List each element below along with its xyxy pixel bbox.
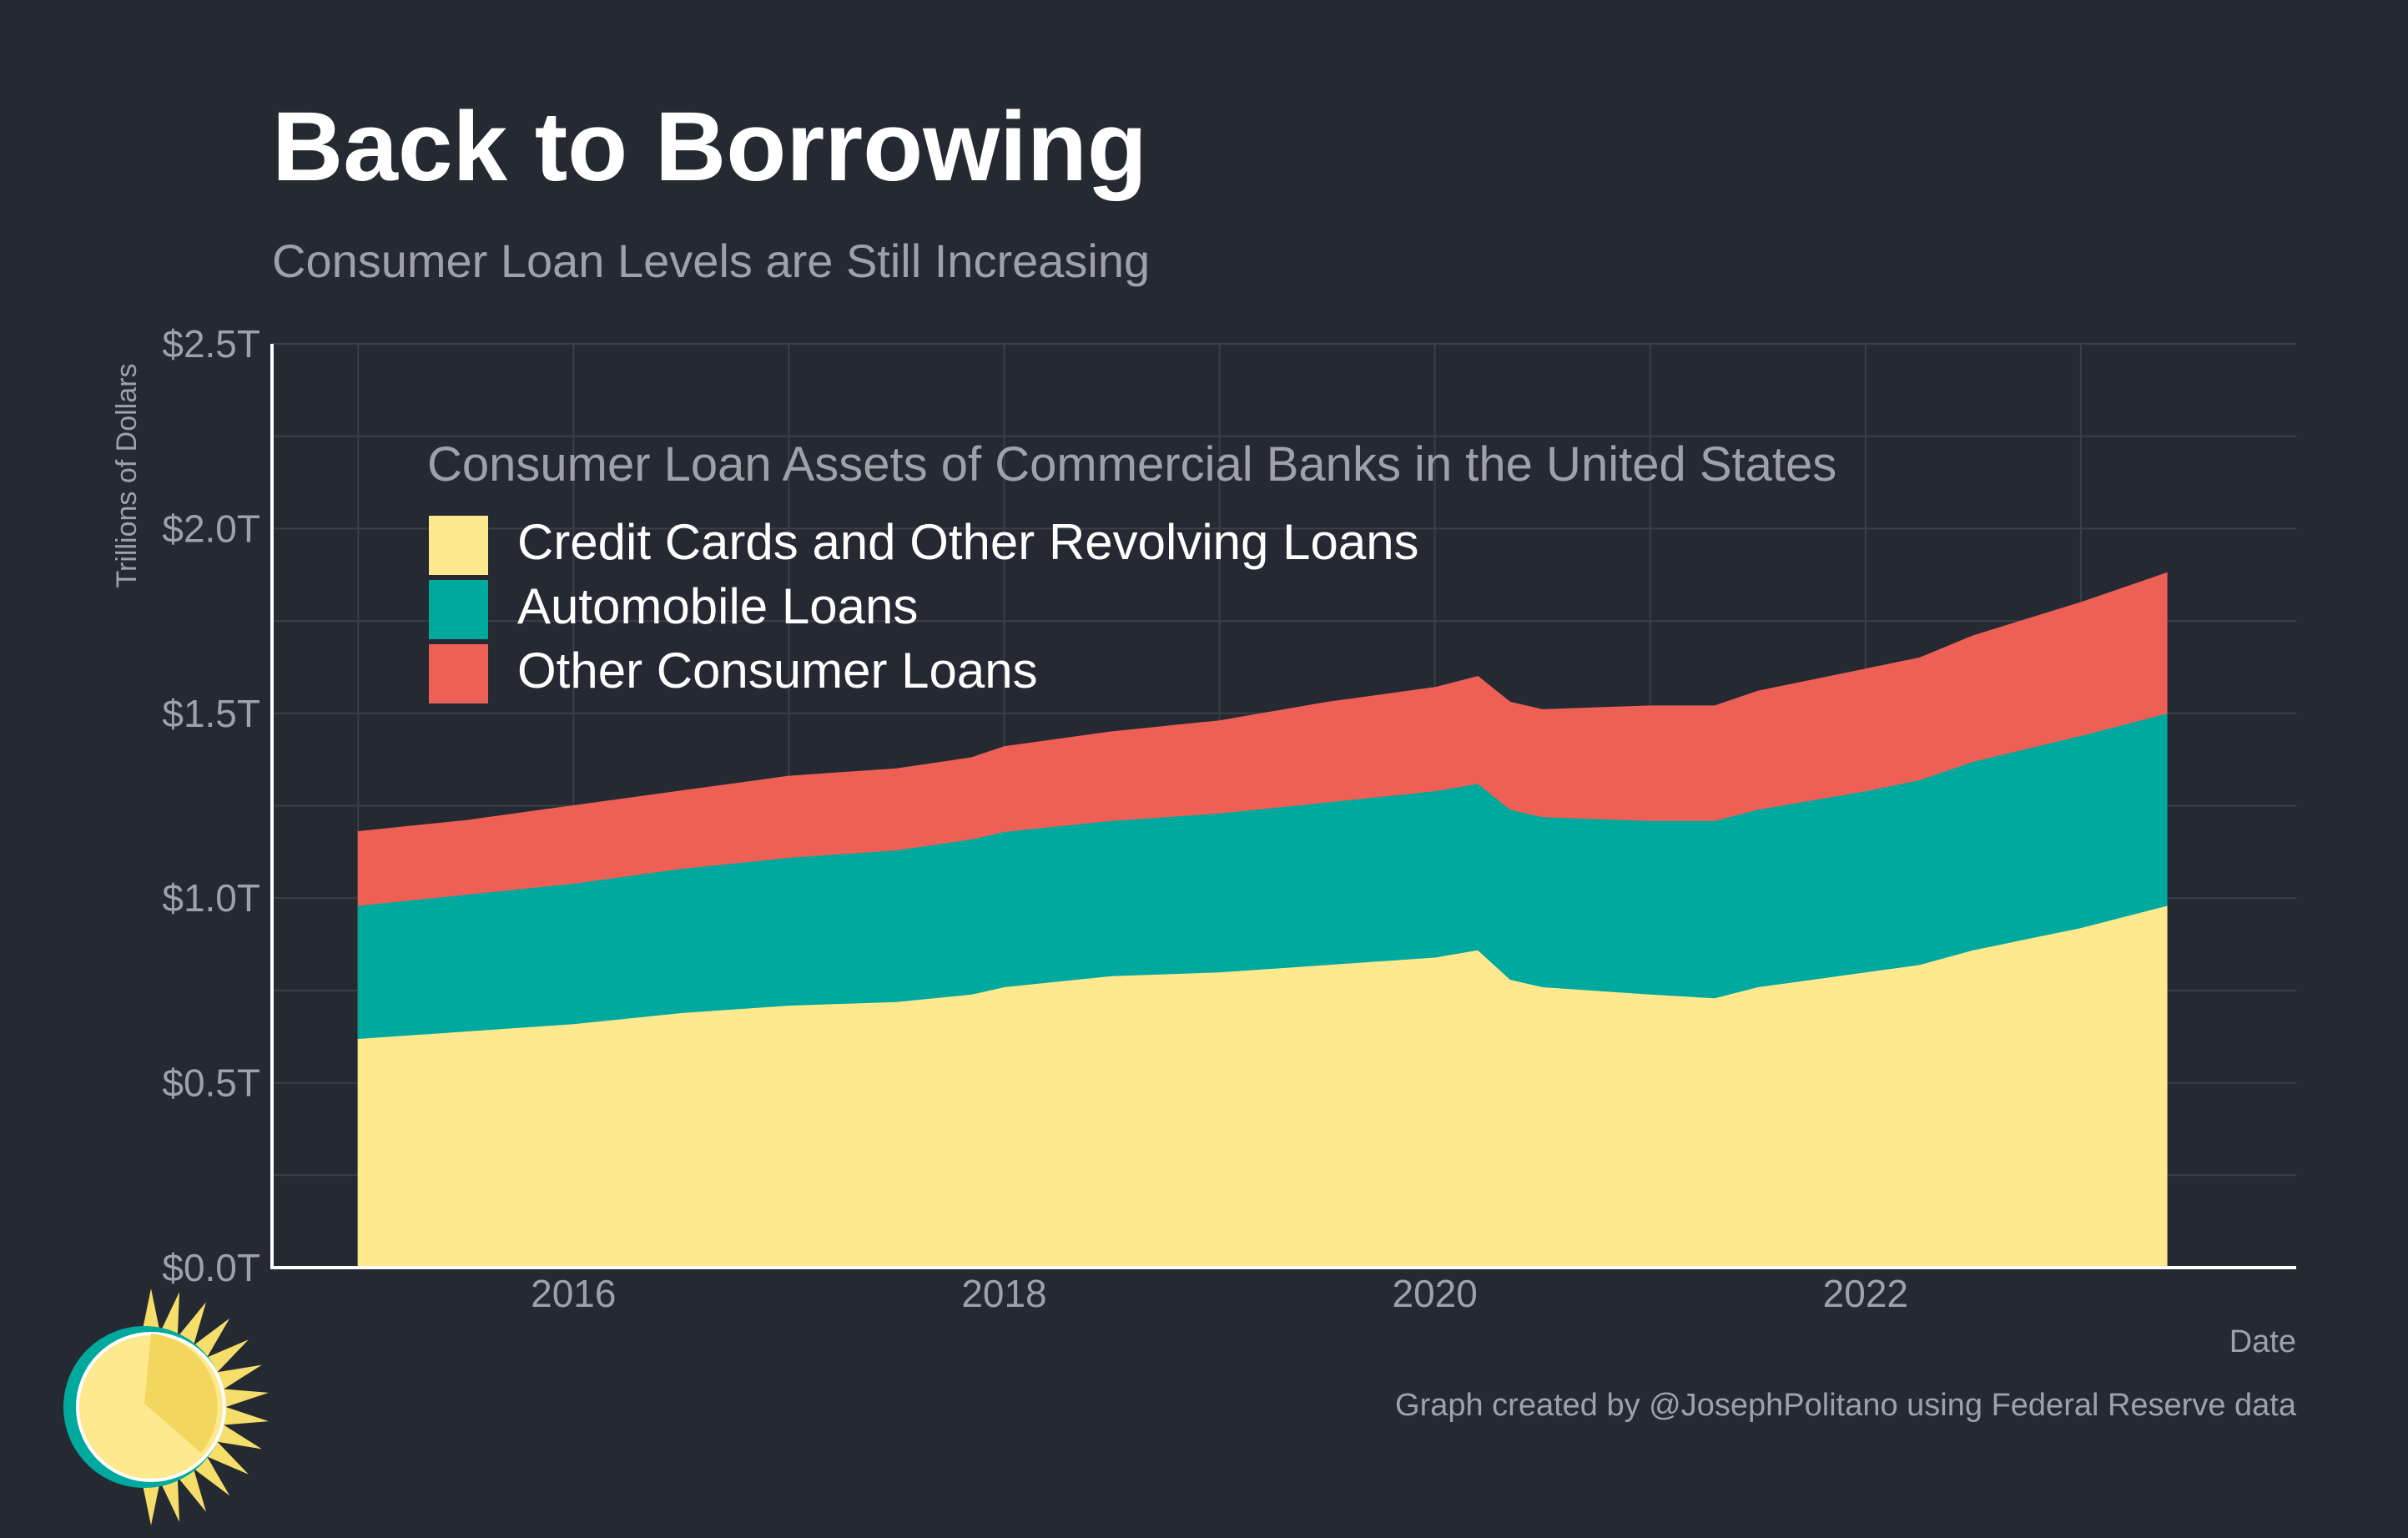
x-tick-label: 2018 bbox=[961, 1272, 1046, 1315]
sun-ray bbox=[178, 1302, 206, 1345]
sun-ray bbox=[159, 1477, 179, 1522]
x-tick-labels: 2016 2018 2020 2022 bbox=[531, 1272, 1908, 1315]
x-tick-label: 2020 bbox=[1392, 1272, 1477, 1315]
sun-ray bbox=[142, 1481, 160, 1525]
sun-ray bbox=[207, 1441, 249, 1475]
y-tick-label: $2.5T bbox=[162, 322, 260, 366]
sun-ray bbox=[207, 1339, 249, 1373]
y-tick-label: $1.0T bbox=[162, 876, 260, 920]
legend-swatch bbox=[429, 644, 488, 703]
legend: Consumer Loan Assets of Commercial Banks… bbox=[427, 437, 1836, 703]
legend-label: Other Consumer Loans bbox=[517, 643, 1038, 698]
y-tick-label: $0.0T bbox=[162, 1246, 260, 1289]
legend-title: Consumer Loan Assets of Commercial Banks… bbox=[427, 437, 1836, 492]
legend-label: Automobile Loans bbox=[517, 578, 918, 634]
y-tick-label: $1.5T bbox=[162, 692, 260, 735]
sun-ray bbox=[224, 1389, 269, 1407]
sun-ray bbox=[178, 1469, 206, 1512]
source-caption: Graph created by @JosephPolitano using F… bbox=[1395, 1388, 2296, 1423]
axes bbox=[270, 344, 2296, 1269]
legend-label: Credit Cards and Other Revolving Loans bbox=[517, 514, 1419, 570]
sun-ray bbox=[142, 1288, 160, 1333]
page-subtitle: Consumer Loan Levels are Still Increasin… bbox=[272, 234, 1151, 287]
sun-ray bbox=[159, 1292, 179, 1337]
legend-swatch bbox=[429, 516, 488, 575]
stacked-areas bbox=[357, 572, 2168, 1268]
area-series-2 bbox=[357, 572, 2168, 906]
x-axis-label: Date bbox=[2229, 1324, 2296, 1359]
y-axis-label: Trillions of Dollars bbox=[111, 364, 143, 588]
sun-ray bbox=[194, 1456, 230, 1496]
page-title: Back to Borrowing bbox=[272, 92, 1147, 202]
sun-ray bbox=[224, 1407, 269, 1425]
y-tick-label: $0.5T bbox=[162, 1061, 260, 1105]
x-tick-label: 2022 bbox=[1823, 1272, 1908, 1315]
sun-logo-icon bbox=[63, 1288, 269, 1525]
sun-ray bbox=[217, 1425, 262, 1450]
y-tick-label: $2.0T bbox=[162, 507, 260, 550]
y-tick-labels: $0.0T $0.5T $1.0T $1.5T $2.0T $2.5T bbox=[162, 322, 260, 1289]
legend-swatch bbox=[429, 580, 488, 639]
sun-ray bbox=[194, 1318, 230, 1358]
sun-ray bbox=[217, 1364, 262, 1389]
x-tick-label: 2016 bbox=[531, 1272, 616, 1315]
